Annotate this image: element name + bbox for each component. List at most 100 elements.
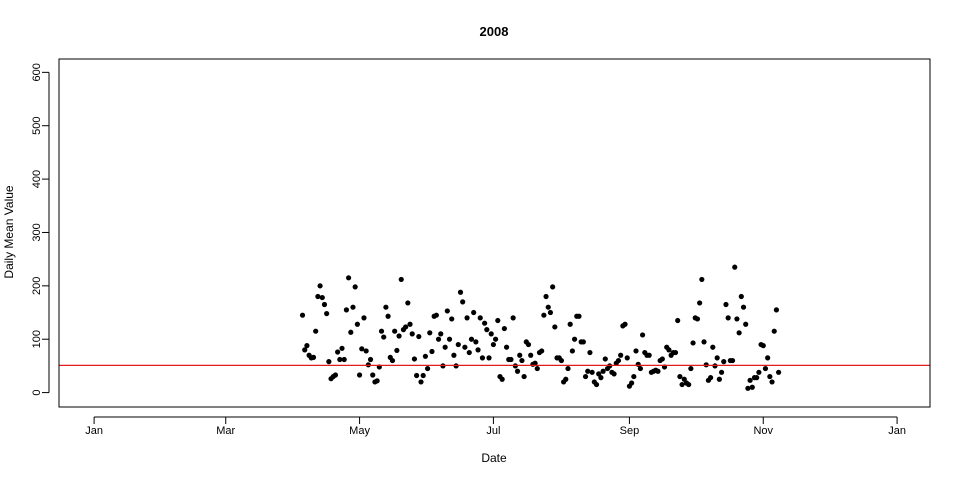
data-point (367, 356, 374, 363)
data-point (672, 349, 679, 356)
data-point (492, 336, 499, 342)
data-point (398, 276, 404, 283)
data-point (457, 289, 464, 295)
x-tick-label: Mar (216, 425, 235, 437)
data-point (582, 373, 589, 380)
data-point (598, 375, 604, 381)
data-point (543, 293, 549, 300)
data-point (422, 353, 428, 359)
data-points (299, 264, 782, 391)
data-point (622, 321, 628, 327)
y-axis: 0 100 200 300 400 500 600 (31, 63, 50, 396)
data-point (558, 357, 565, 364)
data-point (435, 336, 442, 342)
data-point (762, 365, 769, 372)
data-point (411, 356, 418, 362)
data-point (734, 316, 740, 322)
data-point (767, 373, 773, 380)
data-point (510, 315, 516, 321)
data-point (363, 348, 369, 354)
data-point (424, 365, 431, 372)
data-point (317, 283, 323, 289)
data-point (394, 347, 400, 354)
data-point (326, 359, 332, 365)
data-point (433, 312, 439, 318)
y-axis-label: Daily Mean Value (2, 185, 16, 278)
plot-frame (58, 58, 931, 408)
data-point (618, 352, 624, 358)
data-point (407, 321, 413, 327)
data-point (534, 365, 540, 372)
data-point (517, 352, 523, 358)
data-point (302, 347, 308, 353)
data-point (479, 355, 486, 361)
data-point (455, 341, 461, 348)
data-point (389, 357, 396, 364)
data-point (655, 368, 661, 374)
x-axis-label: Date (481, 451, 507, 465)
data-point (385, 313, 391, 319)
data-point (699, 276, 705, 283)
data-point (585, 368, 591, 374)
data-point (396, 333, 402, 339)
data-point (679, 381, 685, 388)
data-point (414, 372, 420, 379)
data-point (429, 348, 435, 355)
y-tick-label: 400 (31, 170, 43, 188)
data-point (545, 304, 551, 310)
data-point (508, 356, 514, 363)
data-point (532, 360, 538, 366)
data-point (378, 328, 385, 334)
data-point (569, 348, 575, 354)
data-point (462, 344, 468, 350)
data-point (466, 349, 472, 356)
data-point (383, 304, 389, 310)
data-point (321, 301, 328, 308)
chart-title: 2008 (480, 24, 509, 39)
data-point (350, 304, 356, 310)
data-point (743, 321, 749, 327)
data-point (732, 264, 738, 270)
data-point (337, 356, 343, 363)
y-tick-label: 0 (31, 390, 43, 396)
data-point (565, 365, 571, 372)
data-point (760, 343, 766, 349)
data-point (745, 385, 751, 391)
data-point (773, 307, 780, 313)
data-point (381, 334, 387, 340)
data-point (725, 315, 731, 321)
data-point (639, 332, 646, 338)
data-point (637, 365, 643, 372)
data-point (666, 347, 672, 353)
data-point (348, 329, 354, 335)
data-point (416, 333, 422, 340)
data-point (738, 293, 744, 300)
x-tick-label: Jan (85, 425, 103, 437)
data-point (488, 331, 494, 337)
data-point (550, 284, 556, 290)
data-point (587, 349, 593, 356)
data-point (460, 299, 466, 305)
data-point (339, 345, 345, 351)
data-point (405, 300, 411, 306)
data-point (723, 301, 729, 308)
y-tick-label: 200 (31, 277, 43, 295)
data-point (754, 375, 760, 381)
data-point (528, 352, 534, 358)
data-point (547, 309, 554, 316)
y-tick-label: 300 (31, 223, 43, 241)
data-point (477, 315, 483, 321)
data-point (324, 310, 330, 317)
data-point (392, 328, 398, 334)
data-point (446, 336, 453, 342)
data-point (409, 331, 415, 337)
data-point (708, 375, 714, 381)
data-point (356, 372, 363, 378)
data-point (633, 348, 639, 354)
data-point (335, 349, 341, 355)
data-point (442, 344, 448, 350)
data-point (332, 372, 339, 378)
data-point (690, 340, 696, 346)
